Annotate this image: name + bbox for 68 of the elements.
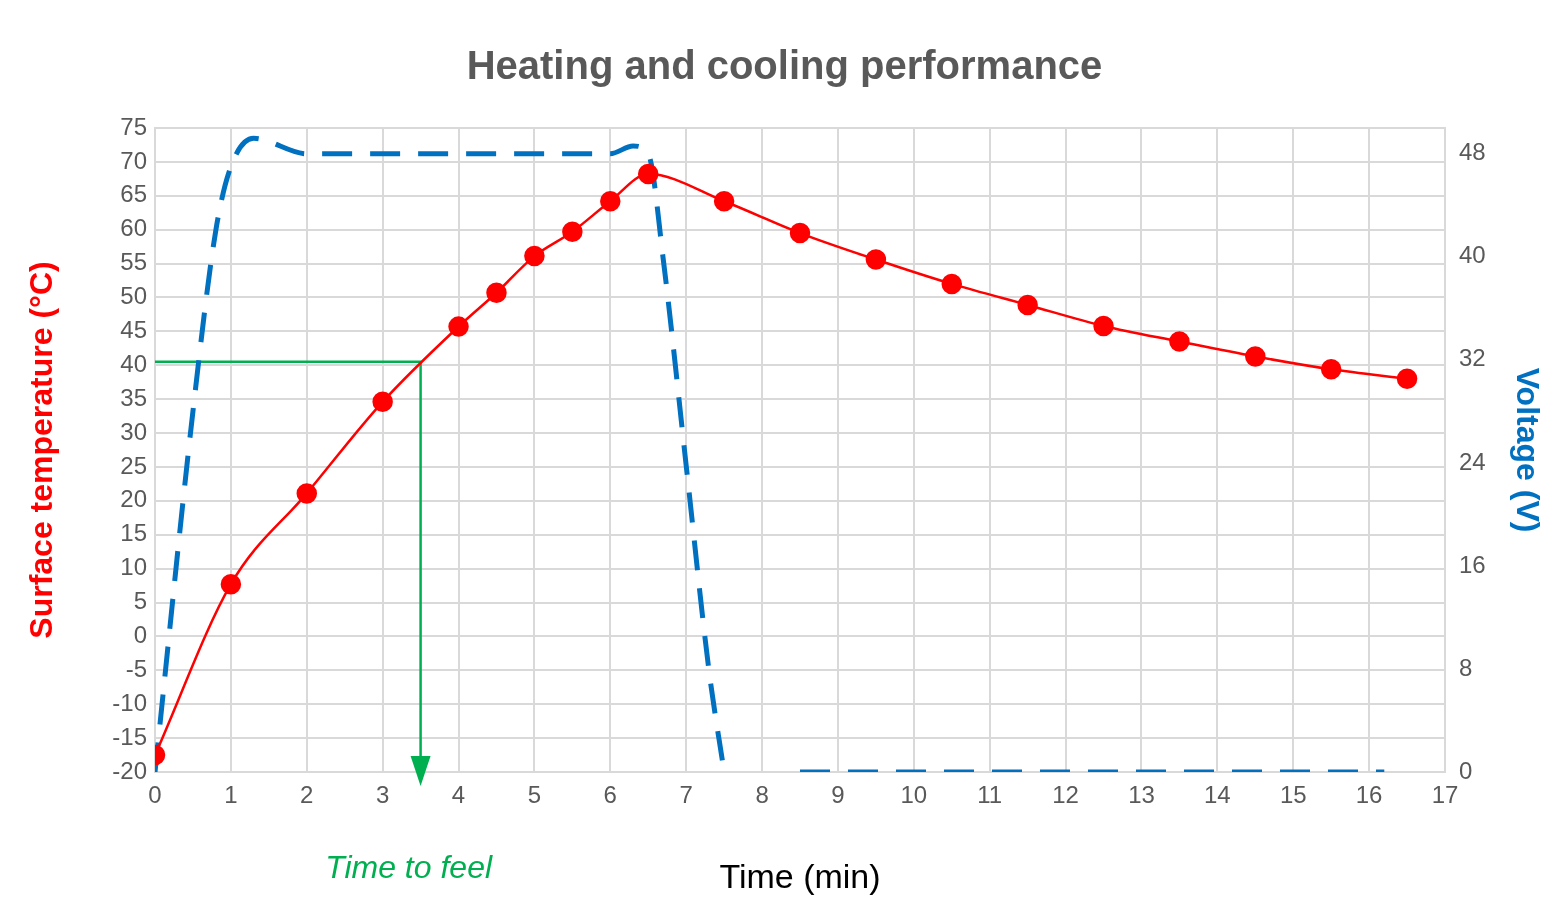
x-tick-label: 2 [300, 781, 314, 809]
y2-tick-label: 40 [1459, 241, 1486, 269]
y-tick-label: 55 [120, 248, 147, 276]
point [1396, 368, 1418, 390]
y-tick-label: 65 [120, 180, 147, 208]
y2-tick-label: 48 [1459, 138, 1486, 166]
x-tick-label: 3 [375, 781, 390, 809]
y-tick-label: 15 [120, 519, 147, 547]
x-tick-label: 13 [1128, 781, 1155, 809]
point [941, 273, 963, 295]
x-tick-label: 9 [831, 781, 845, 809]
point [372, 391, 393, 413]
point [296, 483, 318, 504]
annotation: Time to feel [325, 848, 493, 885]
x-tick-label: 10 [900, 781, 928, 809]
x-tick-label: 15 [1279, 781, 1307, 809]
x-tick-label: 14 [1204, 781, 1231, 809]
point [865, 249, 887, 270]
y-tick-label: -10 [112, 688, 147, 716]
y-tick-label: 40 [120, 349, 147, 377]
point [1093, 315, 1114, 337]
point [789, 222, 811, 244]
y-tick-label: -20 [112, 756, 147, 784]
x-tick-label: 17 [1431, 781, 1459, 809]
y2-tick-label: 8 [1459, 653, 1473, 681]
x-axis-title: Time (min) [719, 856, 881, 895]
y-tick-label: -5 [125, 654, 147, 682]
y-tick-label: 35 [120, 383, 147, 411]
point [637, 163, 659, 185]
y-tick-label: 60 [120, 214, 147, 242]
point [713, 190, 735, 212]
y-tick-label: 70 [120, 146, 147, 174]
y-tick-label: 20 [120, 485, 147, 513]
point [1320, 359, 1342, 380]
x-tick-label: 5 [527, 781, 542, 809]
x-tick-label: 12 [1052, 781, 1079, 809]
y-tick-label: 10 [120, 553, 147, 581]
y2-axis-title: Voltage (V) [1509, 367, 1546, 533]
y2-tick-label: 24 [1459, 447, 1486, 475]
x-tick-label: 4 [451, 781, 466, 809]
point [524, 245, 545, 267]
y-tick-label: -15 [112, 722, 147, 750]
y-axis-title: Surface temperature (°C) [23, 261, 60, 639]
x-tick-label: 6 [603, 781, 617, 809]
point [1245, 346, 1266, 367]
y-tick-label: 30 [120, 417, 147, 445]
point [600, 190, 621, 212]
y2-tick-label: 16 [1459, 550, 1486, 578]
y2-tick-label: 0 [1459, 756, 1473, 784]
point [1017, 294, 1038, 316]
point [486, 282, 507, 303]
point [562, 221, 583, 242]
y-tick-label: 75 [120, 112, 147, 140]
point [220, 573, 242, 595]
x-tick-label: 7 [679, 781, 693, 809]
chart-title: Heating and cooling performance [466, 43, 1103, 88]
y-tick-label: 0 [133, 621, 147, 649]
y-tick-label: 45 [120, 315, 147, 343]
y2-tick-label: 32 [1459, 344, 1486, 372]
x-tick-label: 8 [755, 781, 769, 809]
y-tick-label: 50 [120, 282, 147, 310]
point [448, 316, 469, 337]
x-tick-label: 11 [977, 781, 1003, 809]
x-tick-label: 16 [1355, 781, 1383, 809]
y-tick-label: 5 [133, 587, 147, 615]
y-tick-label: 25 [120, 451, 147, 479]
point [1169, 331, 1190, 352]
x-tick-label: 1 [224, 781, 238, 809]
